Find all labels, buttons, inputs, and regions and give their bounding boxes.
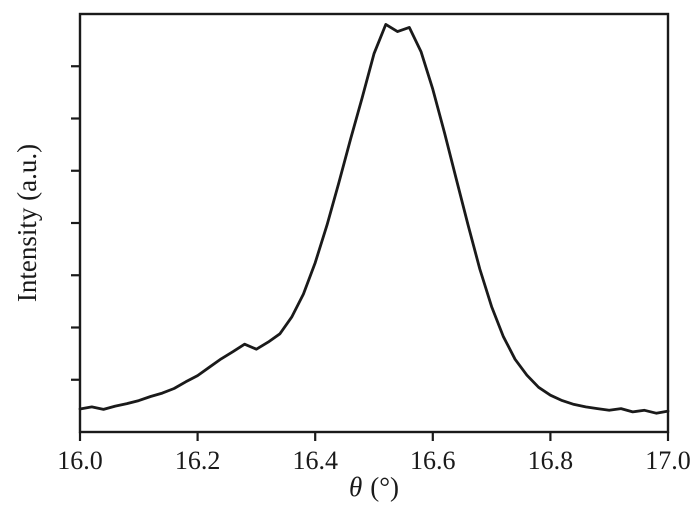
x-tick-label: 16.0 bbox=[57, 446, 103, 475]
x-tick-label: 16.6 bbox=[410, 446, 456, 475]
y-axis-ticks bbox=[71, 65, 80, 381]
x-tick-label: 16.8 bbox=[528, 446, 574, 475]
x-axis-ticks bbox=[78, 432, 670, 441]
x-axis-label-symbol: θ bbox=[349, 472, 362, 502]
data-line bbox=[78, 22, 670, 415]
x-tick-label: 16.4 bbox=[292, 446, 338, 475]
x-axis-label-units: (°) bbox=[370, 472, 399, 502]
x-axis-label: θ (°) bbox=[349, 472, 399, 502]
y-axis-label: Intensity (a.u.) bbox=[12, 144, 42, 302]
x-tick-label: 16.2 bbox=[175, 446, 221, 475]
x-tick-label: 17.0 bbox=[645, 446, 691, 475]
plot-frame bbox=[78, 12, 670, 434]
x-tick-labels: 16.0 16.2 16.4 16.6 16.8 17.0 bbox=[57, 446, 691, 475]
